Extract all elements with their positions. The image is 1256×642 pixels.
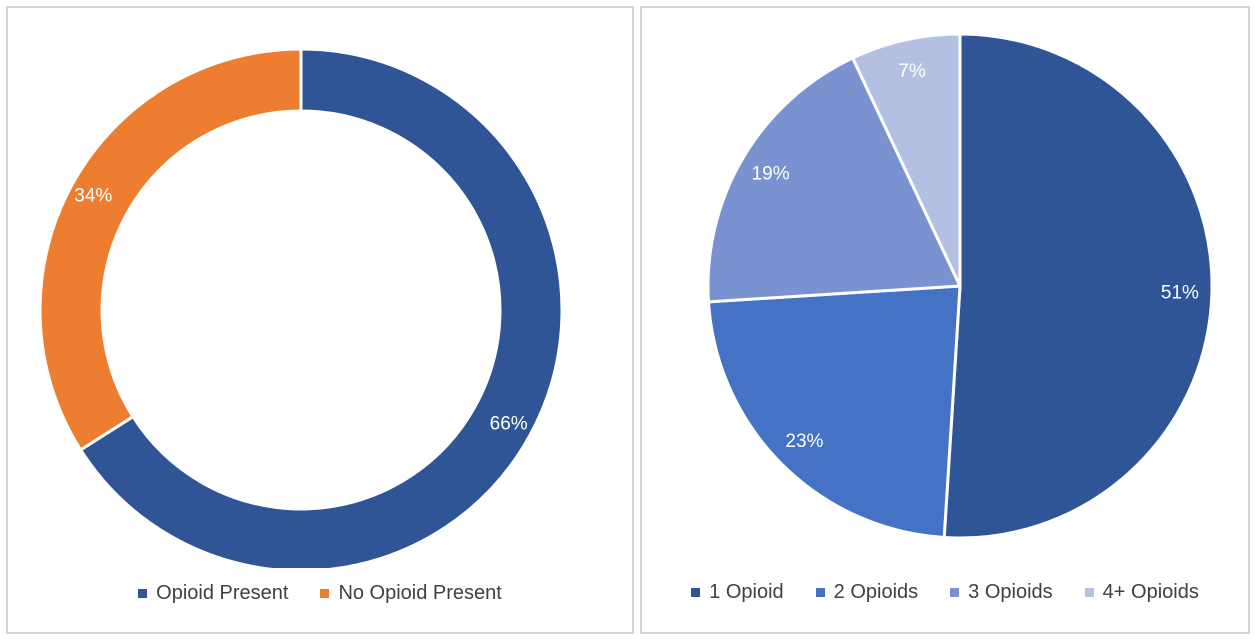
legend-label-1-opioid: 1 Opioid [709,581,784,603]
legend-item-no-opioid-present: No Opioid Present [320,582,502,605]
slice-4-plus-opioids [851,32,962,288]
slice-opioid-present [79,47,564,568]
slice-3-opioids [706,56,962,304]
legend-item-4-plus-opioids: 4+ Opioids [1084,581,1199,604]
legend-item-2-opioids: 2 Opioids [815,581,919,604]
slice-1-opioid [942,32,1214,540]
legend-label-2-opioids: 2 Opioids [833,581,919,603]
legend-item-3-opioids: 3 Opioids [950,581,1053,604]
donut-chart-panel: 66% 34% Opioid Present No Opioid Present [6,6,634,634]
data-label-4-plus-opioids: 7% [898,61,926,82]
legend-swatch-1-opioid [691,588,701,597]
data-label-2-opioids: 23% [785,431,823,452]
slice-2-opioids [706,284,962,540]
legend-label-opioid-present: Opioid Present [156,582,289,604]
legend-swatch-4-plus-opioids [1084,588,1094,597]
legend-swatch-2-opioids [815,588,825,597]
legend-item-1-opioid: 1 Opioid [691,581,784,604]
legend-label-4-plus-opioids: 4+ Opioids [1102,581,1199,603]
legend-swatch-no-opioid-present [320,589,330,598]
slice-no-opioid-present [38,47,303,452]
legend-label-3-opioids: 3 Opioids [968,581,1053,603]
data-label-opioid-present: 66% [490,414,528,435]
donut-chart-legend: Opioid Present No Opioid Present [8,582,632,605]
data-label-1-opioid: 51% [1161,282,1199,303]
legend-swatch-3-opioids [950,588,960,597]
donut-chart: 66% 34% [38,47,564,568]
data-label-no-opioid-present: 34% [74,185,112,206]
pie-chart-legend: 1 Opioid 2 Opioids 3 Opioids 4+ Opioids [642,581,1248,604]
data-label-3-opioids: 19% [752,164,790,185]
pie-chart: 51% 23% 19% 7% [706,32,1214,540]
legend-item-opioid-present: Opioid Present [138,582,288,605]
legend-swatch-opioid-present [138,589,148,598]
legend-label-no-opioid-present: No Opioid Present [338,582,502,604]
pie-chart-panel: 51% 23% 19% 7% 1 Opioid 2 Opioids 3 Opioids… [640,6,1250,634]
